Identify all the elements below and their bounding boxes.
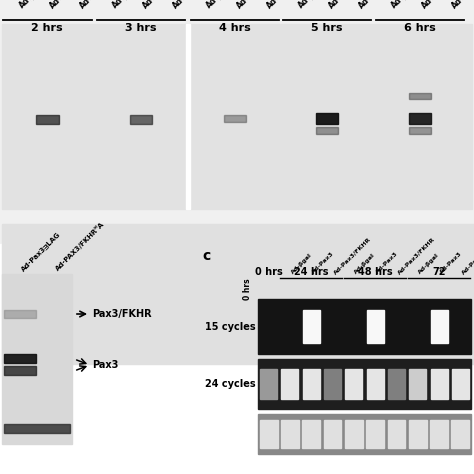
Text: Ad-βgal: Ad-βgal [290, 252, 312, 275]
Bar [409, 93, 431, 99]
Bar [366, 420, 384, 448]
Bar [2, 224, 474, 364]
Text: 5 hrs: 5 hrs [311, 23, 343, 33]
Bar [4, 366, 36, 375]
Text: 48 hrs: 48 hrs [358, 267, 392, 277]
Text: Pax3/FKHR: Pax3/FKHR [92, 309, 152, 319]
Bar [282, 369, 299, 399]
Text: 24 cycles: 24 cycles [205, 379, 255, 389]
Text: Ad-βgal: Ad-βgal [205, 0, 235, 10]
Bar [0, 244, 200, 474]
Bar [303, 310, 320, 343]
Bar [388, 369, 405, 399]
Bar [409, 420, 427, 448]
Bar [451, 420, 469, 448]
Bar [4, 424, 70, 433]
Bar [388, 420, 405, 448]
Text: 0 hrs: 0 hrs [255, 267, 283, 277]
Text: 24 hrs: 24 hrs [294, 267, 328, 277]
Bar [4, 354, 36, 363]
Bar [302, 420, 320, 448]
Text: Ad-Pax3/FKHR: Ad-Pax3/FKHR [47, 0, 98, 10]
Bar [430, 310, 447, 343]
Text: Ad-βgal: Ad-βgal [354, 252, 376, 275]
Text: 0 hrs: 0 hrs [243, 278, 252, 300]
Bar [2, 24, 472, 209]
Text: Ad-Pax3/FKHR: Ad-Pax3/FKHR [333, 236, 372, 275]
Bar [346, 369, 362, 399]
Text: Ad-Pax3/FKHR: Ad-Pax3/FKHR [235, 0, 285, 10]
Text: Ad-Pax3/FKHR: Ad-Pax3/FKHR [141, 0, 191, 10]
Text: Ad-βgal: Ad-βgal [17, 0, 47, 10]
Text: Ad-Pax3/FKHR: Ad-Pax3/FKHR [420, 0, 470, 10]
Text: 6 hrs: 6 hrs [404, 23, 436, 33]
Text: Ad-Pax3/FKHR: Ad-Pax3/FKHR [396, 236, 436, 275]
Text: c: c [202, 249, 210, 263]
Text: Ad-βgal: Ad-βgal [111, 0, 141, 10]
Bar [316, 113, 338, 124]
Bar [281, 420, 299, 448]
Text: Pax3: Pax3 [92, 360, 118, 370]
Bar [345, 420, 363, 448]
Bar [452, 369, 469, 399]
Bar [324, 420, 341, 448]
Text: 15 cycles: 15 cycles [205, 321, 255, 331]
Bar [316, 127, 338, 134]
Text: Ad-Pax3: Ad-Pax3 [375, 251, 399, 275]
Text: Ad-PAX3/FKHRᴴA: Ad-PAX3/FKHRᴴA [55, 220, 106, 272]
Bar [0, 0, 474, 244]
Text: 72: 72 [432, 267, 446, 277]
Text: Ad-Pax3: Ad-Pax3 [171, 0, 202, 10]
Bar [430, 420, 448, 448]
Text: Ad-Pax3: Ad-Pax3 [357, 0, 388, 10]
Text: Ad-Pax3: Ad-Pax3 [311, 251, 335, 275]
Text: Ad-Pax3/FKHR: Ad-Pax3/FKHR [327, 0, 377, 10]
Text: Ad-βgal: Ad-βgal [390, 0, 420, 10]
Bar [409, 127, 431, 134]
Text: Ad-Pax3: Ad-Pax3 [450, 0, 474, 10]
Bar [430, 369, 447, 399]
Bar [4, 310, 36, 318]
Bar [258, 299, 471, 354]
Text: 4 hrs: 4 hrs [219, 23, 251, 33]
Text: Ad-βgal: Ad-βgal [418, 252, 440, 275]
Text: Ad-Pax3: Ad-Pax3 [265, 0, 296, 10]
Bar [409, 113, 431, 124]
Text: 3 hrs: 3 hrs [125, 23, 157, 33]
Bar [324, 369, 341, 399]
Bar [129, 115, 153, 124]
Bar [409, 369, 426, 399]
Bar [366, 369, 383, 399]
Bar [303, 369, 320, 399]
Text: Ad-βgal: Ad-βgal [297, 0, 327, 10]
Bar [260, 369, 277, 399]
Text: Ad-Pax3ᴟLAG: Ad-Pax3ᴟLAG [19, 230, 61, 272]
Text: Ad-Pax3: Ad-Pax3 [78, 0, 109, 10]
Bar [36, 115, 59, 124]
Bar [200, 244, 474, 474]
Text: Ad-Pax3: Ad-Pax3 [439, 251, 463, 275]
Bar [224, 115, 246, 122]
Text: Ad-Pax3/FKHR: Ad-Pax3/FKHR [460, 236, 474, 275]
Bar [186, 24, 190, 209]
Bar [258, 359, 471, 409]
Text: 2 hrs: 2 hrs [31, 23, 63, 33]
Bar [258, 414, 471, 454]
Bar [260, 420, 278, 448]
Bar [2, 274, 72, 444]
Bar [366, 310, 383, 343]
